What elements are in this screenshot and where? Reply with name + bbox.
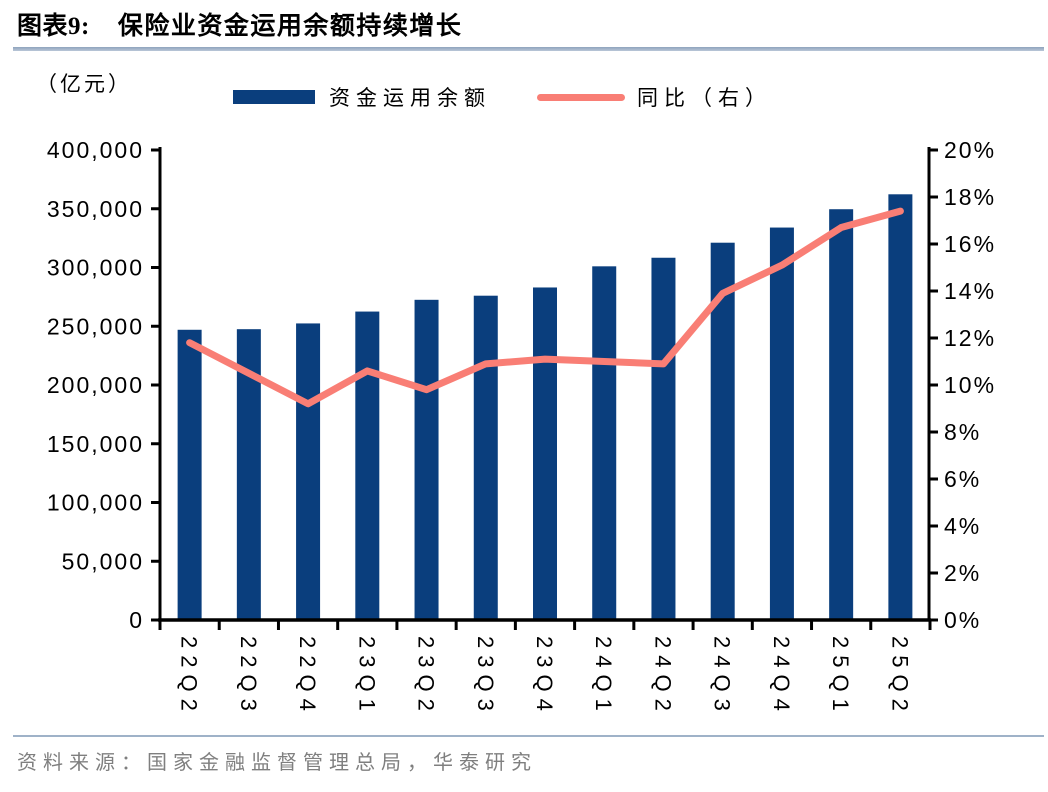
figure-title-text: 保险业资金运用余额持续增长	[117, 13, 463, 40]
left-tick-label: 50,000	[62, 548, 144, 574]
bar-24Q1	[592, 266, 617, 620]
bar-23Q3	[473, 295, 498, 620]
right-tick-label: 4%	[944, 513, 981, 539]
x-category-label: 24Q4	[769, 636, 794, 718]
footer-divider	[13, 735, 1044, 737]
figure-number-label: 图表9:	[17, 13, 90, 40]
legend-line-label: 同比（右）	[637, 86, 772, 110]
source-note: 资料来源：国家金融监督管理总局，华泰研究	[17, 752, 537, 774]
x-category-label: 23Q3	[473, 636, 498, 718]
x-category-label: 25Q2	[887, 636, 912, 718]
left-tick-label: 400,000	[47, 137, 144, 163]
left-tick-label: 250,000	[47, 313, 144, 339]
legend-bar-label: 资金运用余额	[329, 86, 491, 110]
x-category-label: 24Q2	[650, 636, 675, 718]
right-tick-label: 6%	[944, 466, 981, 492]
right-tick-label: 12%	[944, 325, 996, 351]
title-divider	[13, 47, 1044, 51]
bar-22Q2	[177, 329, 202, 620]
bar-23Q2	[414, 299, 439, 620]
left-tick-label: 300,000	[47, 255, 144, 281]
bar-23Q4	[533, 287, 557, 620]
right-tick-label: 14%	[944, 278, 996, 304]
right-tick-label: 16%	[944, 231, 996, 257]
left-tick-label: 0	[129, 607, 144, 633]
bar-25Q1	[829, 209, 854, 620]
legend-line-swatch	[537, 93, 625, 101]
bar-23Q1	[355, 311, 380, 620]
x-category-label: 22Q2	[177, 636, 202, 718]
bar-25Q2	[888, 194, 913, 621]
legend-bar-swatch	[233, 90, 315, 104]
x-category-label: 24Q1	[591, 636, 616, 718]
right-tick-label: 2%	[944, 560, 981, 586]
right-tick-label: 0%	[944, 607, 981, 633]
x-category-label: 24Q3	[710, 636, 735, 718]
x-category-label: 25Q1	[828, 636, 853, 718]
bar-24Q2	[651, 257, 676, 620]
x-category-label: 22Q3	[236, 636, 261, 718]
x-category-label: 23Q4	[532, 636, 557, 718]
left-tick-label: 150,000	[47, 431, 144, 457]
right-tick-label: 20%	[944, 137, 996, 163]
figure-title: 图表9: 保险业资金运用余额持续增长	[17, 6, 462, 42]
x-category-label: 23Q2	[414, 636, 439, 718]
right-tick-label: 10%	[944, 372, 996, 398]
bar-24Q4	[769, 227, 794, 621]
right-tick-label: 8%	[944, 419, 981, 445]
left-axis-unit-label: （亿元）	[36, 72, 132, 96]
x-category-label: 22Q4	[295, 636, 320, 718]
left-tick-label: 350,000	[47, 196, 144, 222]
bar-22Q4	[296, 323, 321, 620]
left-tick-label: 100,000	[47, 490, 144, 516]
left-tick-label: 200,000	[47, 372, 144, 398]
yoy-line	[186, 207, 904, 408]
x-category-label: 23Q1	[354, 636, 379, 718]
chart-legend: 资金运用余额 同比（右）	[233, 82, 772, 112]
right-tick-label: 18%	[944, 184, 996, 210]
